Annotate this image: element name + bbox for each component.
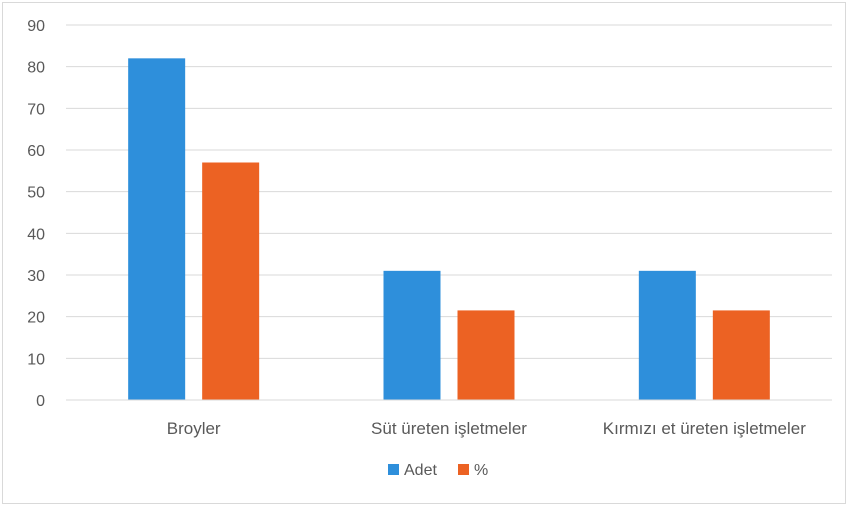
x-category-label: Kırmızı et üreten işletmeler	[603, 419, 806, 438]
y-tick-label: 70	[27, 101, 45, 118]
y-axis-tick-labels: 0 10 20 30 40 50 60 70 80 90	[27, 18, 45, 410]
x-category-label: Broyler	[167, 419, 221, 438]
y-tick-label: 80	[27, 60, 45, 77]
legend: Adet%	[388, 462, 488, 479]
bar-percent	[202, 162, 260, 400]
legend-swatch	[388, 464, 399, 475]
y-tick-label: 90	[27, 18, 45, 35]
gridlines	[66, 24, 832, 359]
x-category-label: Süt üreten işletmeler	[371, 419, 527, 438]
bar-adet	[128, 58, 186, 400]
bar-percent	[712, 310, 770, 400]
y-tick-label: 50	[27, 185, 45, 202]
legend-swatch	[458, 464, 469, 475]
bar-percent	[457, 310, 515, 400]
bars	[128, 58, 770, 400]
y-tick-label: 40	[27, 226, 45, 243]
legend-label: Adet	[404, 462, 437, 479]
bar-adet	[383, 270, 441, 400]
bar-adet	[638, 270, 696, 400]
y-tick-label: 20	[27, 310, 45, 327]
y-tick-label: 60	[27, 143, 45, 160]
y-tick-label: 0	[36, 393, 45, 410]
y-tick-label: 10	[27, 351, 45, 368]
x-axis-category-labels: Broyler Süt üreten işletmeler Kırmızı et ü…	[167, 419, 806, 438]
legend-label: %	[474, 462, 488, 479]
y-tick-label: 30	[27, 268, 45, 285]
